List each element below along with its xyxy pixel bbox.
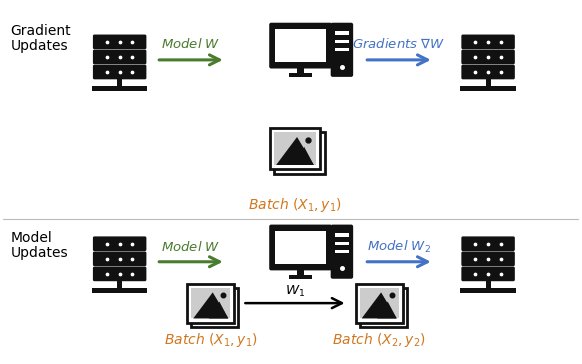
FancyBboxPatch shape (335, 31, 349, 35)
FancyBboxPatch shape (460, 86, 516, 91)
FancyBboxPatch shape (269, 225, 332, 270)
FancyBboxPatch shape (275, 231, 326, 264)
FancyBboxPatch shape (297, 67, 304, 73)
Text: $W_1$: $W_1$ (285, 284, 305, 299)
Text: Batch $(X_1, y_1)$: Batch $(X_1, y_1)$ (164, 331, 258, 349)
Text: Batch $(X_1, y_1)$: Batch $(X_1, y_1)$ (248, 196, 342, 214)
FancyBboxPatch shape (462, 50, 515, 64)
FancyBboxPatch shape (462, 236, 515, 251)
FancyBboxPatch shape (331, 23, 353, 77)
FancyBboxPatch shape (289, 275, 313, 279)
FancyBboxPatch shape (360, 288, 407, 327)
FancyBboxPatch shape (462, 252, 515, 266)
FancyBboxPatch shape (93, 65, 147, 79)
FancyBboxPatch shape (335, 48, 349, 51)
FancyBboxPatch shape (93, 266, 147, 281)
FancyBboxPatch shape (269, 23, 332, 68)
FancyBboxPatch shape (92, 86, 147, 91)
Text: Model: Model (10, 231, 52, 245)
FancyBboxPatch shape (335, 233, 349, 237)
Text: Updates: Updates (10, 39, 68, 53)
FancyBboxPatch shape (92, 288, 147, 293)
FancyBboxPatch shape (462, 266, 515, 281)
Polygon shape (193, 292, 228, 318)
FancyBboxPatch shape (93, 50, 147, 64)
Polygon shape (361, 292, 397, 318)
FancyBboxPatch shape (462, 35, 515, 49)
FancyBboxPatch shape (275, 29, 326, 62)
FancyBboxPatch shape (117, 78, 122, 86)
Text: Gradients $\nabla W$: Gradients $\nabla W$ (352, 37, 446, 51)
FancyBboxPatch shape (93, 252, 147, 266)
Text: Batch $(X_2, y_2)$: Batch $(X_2, y_2)$ (332, 331, 426, 349)
FancyBboxPatch shape (460, 288, 516, 293)
FancyBboxPatch shape (117, 280, 122, 288)
Polygon shape (209, 302, 228, 318)
FancyBboxPatch shape (191, 288, 239, 327)
FancyBboxPatch shape (269, 128, 320, 169)
FancyBboxPatch shape (274, 132, 316, 165)
Polygon shape (293, 147, 314, 165)
Text: Updates: Updates (10, 246, 68, 260)
FancyBboxPatch shape (191, 288, 230, 318)
Text: Model $W$: Model $W$ (161, 240, 221, 254)
FancyBboxPatch shape (93, 35, 147, 49)
FancyBboxPatch shape (485, 78, 491, 86)
FancyBboxPatch shape (335, 40, 349, 43)
FancyBboxPatch shape (297, 268, 304, 275)
FancyBboxPatch shape (356, 284, 403, 323)
FancyBboxPatch shape (485, 280, 491, 288)
FancyBboxPatch shape (360, 288, 399, 318)
Polygon shape (276, 137, 314, 165)
FancyBboxPatch shape (93, 236, 147, 251)
FancyBboxPatch shape (462, 65, 515, 79)
FancyBboxPatch shape (289, 73, 313, 78)
FancyBboxPatch shape (331, 225, 353, 279)
Text: Gradient: Gradient (10, 24, 72, 39)
Text: Model $W$: Model $W$ (161, 37, 221, 51)
Polygon shape (377, 302, 397, 318)
FancyBboxPatch shape (274, 132, 325, 174)
Text: Model $W_2$: Model $W_2$ (367, 239, 431, 255)
FancyBboxPatch shape (335, 250, 349, 253)
FancyBboxPatch shape (335, 242, 349, 245)
FancyBboxPatch shape (187, 284, 235, 323)
